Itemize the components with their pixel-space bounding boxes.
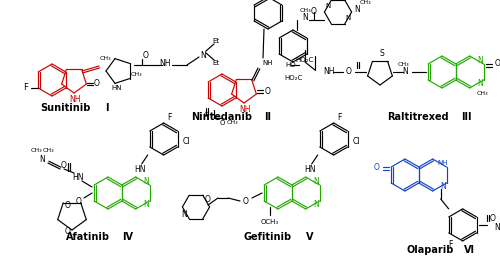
Text: CH₃: CH₃: [226, 121, 238, 125]
Text: Raltitrexed: Raltitrexed: [387, 112, 449, 122]
Text: Sunitinib: Sunitinib: [40, 103, 90, 113]
Text: N: N: [302, 14, 308, 23]
Text: O: O: [94, 79, 100, 88]
Text: N: N: [39, 156, 45, 165]
Text: N: N: [200, 51, 206, 59]
Text: F: F: [338, 112, 342, 122]
Text: Et: Et: [212, 38, 220, 44]
Text: HN: HN: [72, 172, 84, 182]
Text: O: O: [65, 200, 71, 210]
Text: N: N: [354, 4, 360, 14]
Text: N: N: [345, 15, 350, 21]
Text: O: O: [143, 52, 149, 61]
Text: O: O: [490, 214, 496, 223]
Text: N: N: [477, 79, 482, 88]
Text: NH: NH: [159, 58, 171, 68]
Text: NH: NH: [438, 160, 448, 166]
Text: O: O: [65, 227, 71, 236]
Text: Gefitinib: Gefitinib: [244, 232, 292, 242]
Text: II: II: [264, 112, 272, 122]
Text: N: N: [181, 210, 187, 219]
Text: HN: HN: [134, 165, 145, 173]
Text: O: O: [346, 68, 352, 77]
Text: CH₃: CH₃: [42, 149, 54, 154]
Text: O: O: [374, 162, 380, 172]
Text: Cl: Cl: [183, 137, 190, 145]
Text: OCH₃: OCH₃: [261, 219, 279, 225]
Text: F: F: [168, 112, 172, 122]
Text: NH: NH: [240, 106, 251, 114]
Text: I: I: [105, 103, 109, 113]
Text: N: N: [326, 3, 331, 9]
Text: O: O: [265, 86, 271, 96]
Text: NH: NH: [323, 68, 335, 77]
Text: N: N: [440, 182, 446, 192]
Text: O: O: [220, 120, 224, 126]
Text: VI: VI: [464, 245, 474, 255]
Text: HO₂C: HO₂C: [285, 75, 303, 81]
Text: CH₃: CH₃: [30, 149, 42, 154]
Text: O: O: [494, 59, 500, 68]
Text: CH₃: CH₃: [397, 62, 409, 67]
Text: CH₃: CH₃: [99, 56, 111, 61]
Text: HO: HO: [286, 62, 296, 68]
Text: Cl: Cl: [353, 137, 360, 145]
Text: CH₃: CH₃: [477, 91, 488, 96]
Text: Et: Et: [212, 60, 220, 66]
Text: NH: NH: [69, 96, 81, 105]
Text: CH₃: CH₃: [299, 8, 311, 13]
Text: V: V: [306, 232, 314, 242]
Text: N: N: [143, 177, 148, 185]
Text: N: N: [494, 223, 500, 232]
Text: O: O: [204, 112, 208, 118]
Text: O: O: [243, 196, 249, 205]
Text: NH: NH: [263, 60, 273, 66]
Text: N: N: [143, 200, 148, 209]
Text: CH₃: CH₃: [360, 0, 372, 4]
Text: N: N: [313, 177, 318, 185]
Text: III: III: [461, 112, 471, 122]
Text: F: F: [448, 240, 453, 249]
Text: N: N: [313, 200, 318, 209]
Text: Afatinib: Afatinib: [66, 232, 110, 242]
Text: S: S: [380, 50, 384, 58]
Text: O: O: [205, 195, 211, 204]
Text: Nintedanib: Nintedanib: [192, 112, 252, 122]
Text: HN: HN: [304, 165, 316, 173]
Text: O: O: [76, 196, 82, 205]
Text: O: O: [61, 161, 67, 171]
Text: N: N: [477, 56, 482, 64]
Text: F: F: [22, 84, 28, 92]
Text: IV: IV: [122, 232, 134, 242]
Text: O: O: [311, 8, 317, 17]
Text: CH₃: CH₃: [130, 73, 142, 78]
Text: HN: HN: [112, 85, 122, 91]
Text: HO₂C: HO₂C: [296, 57, 314, 63]
Text: Olaparib: Olaparib: [406, 245, 454, 255]
Text: N: N: [402, 68, 408, 77]
